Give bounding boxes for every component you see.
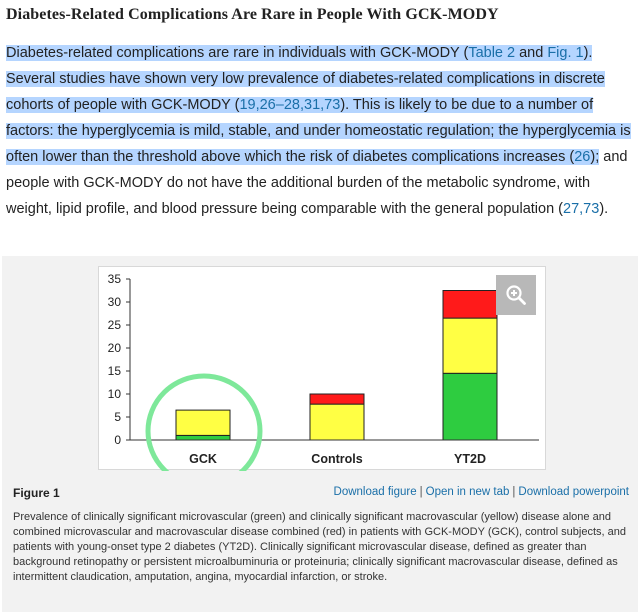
bar-segment bbox=[309, 403, 365, 441]
citation-separator: , bbox=[579, 201, 584, 217]
text-run: ); bbox=[590, 149, 600, 165]
citation-separator: , bbox=[299, 97, 304, 113]
bar-segment bbox=[175, 409, 231, 436]
text-run: ). bbox=[599, 201, 609, 217]
y-tick-label: 20 bbox=[108, 341, 122, 355]
figure-image[interactable]: 0 5 10 15 20 25 30 35 GCK Controls YT2D bbox=[98, 266, 546, 471]
link-fig-1[interactable]: Fig. 1 bbox=[547, 45, 584, 61]
citation-separator: , bbox=[320, 97, 325, 113]
x-category-label: GCK bbox=[189, 452, 217, 466]
figure-panel: 0 5 10 15 20 25 30 35 GCK Controls YT2D Figure 1 D… bbox=[2, 256, 638, 612]
highlight-circle bbox=[145, 373, 263, 471]
y-tick-label: 5 bbox=[114, 410, 121, 424]
link-separator: | bbox=[419, 486, 423, 498]
text-run: ). This is likely to be due to a number … bbox=[6, 97, 631, 165]
article-paragraph: Diabetes-related complications are rare … bbox=[6, 40, 634, 222]
x-category-label: Controls bbox=[311, 452, 362, 466]
open-in-new-tab-link[interactable]: Open in new tab bbox=[425, 486, 510, 498]
section-heading: Diabetes-Related Complications Are Rare … bbox=[6, 6, 499, 23]
zoom-in-button[interactable] bbox=[496, 275, 536, 315]
citation-link[interactable]: 26 bbox=[574, 149, 591, 165]
link-table-2[interactable]: Table 2 bbox=[468, 45, 516, 61]
y-tick-label: 0 bbox=[114, 433, 121, 447]
citation-link[interactable]: 19 bbox=[239, 97, 256, 113]
bar-segment bbox=[309, 393, 365, 405]
citation-separator: – bbox=[275, 97, 284, 113]
y-tick-label: 30 bbox=[108, 295, 122, 309]
download-figure-link[interactable]: Download figure bbox=[333, 486, 417, 498]
citation-link[interactable]: 28 bbox=[283, 97, 300, 113]
text-run: ). Several studies have shown very low p… bbox=[6, 45, 605, 113]
citation-separator: , bbox=[255, 97, 260, 113]
download-powerpoint-link[interactable]: Download powerpoint bbox=[518, 486, 629, 498]
text-run: and people with GCK-MODY do not have the… bbox=[6, 149, 628, 217]
citation-link[interactable]: 31 bbox=[304, 97, 321, 113]
figure-caption: Prevalence of clinically significant mic… bbox=[13, 511, 626, 583]
citation-link[interactable]: 73 bbox=[324, 97, 341, 113]
bar-segment bbox=[442, 317, 498, 374]
bar-segment bbox=[442, 372, 498, 441]
y-tick-label: 15 bbox=[108, 364, 122, 378]
y-tick-label: 10 bbox=[108, 387, 122, 401]
bar-segment bbox=[442, 290, 498, 319]
figure-label: Figure 1 bbox=[13, 486, 60, 500]
selected-text[interactable]: Diabetes-related complications are rare … bbox=[6, 45, 631, 165]
zoom-in-icon bbox=[505, 284, 527, 306]
y-tick-label: 35 bbox=[108, 272, 122, 286]
link-separator: | bbox=[512, 486, 516, 498]
figure-links: Download figure | Open in new tab | Download… bbox=[334, 486, 629, 498]
text-run: and bbox=[515, 45, 548, 61]
bar-segment bbox=[175, 434, 231, 441]
x-category-label: YT2D bbox=[454, 452, 486, 466]
y-tick-label: 25 bbox=[108, 318, 122, 332]
citation-link[interactable]: 73 bbox=[583, 201, 600, 217]
citation-link[interactable]: 27 bbox=[563, 201, 580, 217]
text-run: Diabetes-related complications are rare … bbox=[6, 45, 469, 61]
citation-link[interactable]: 26 bbox=[259, 97, 276, 113]
stacked-bar-chart: 0 5 10 15 20 25 30 35 GCK Controls YT2D bbox=[108, 272, 539, 471]
